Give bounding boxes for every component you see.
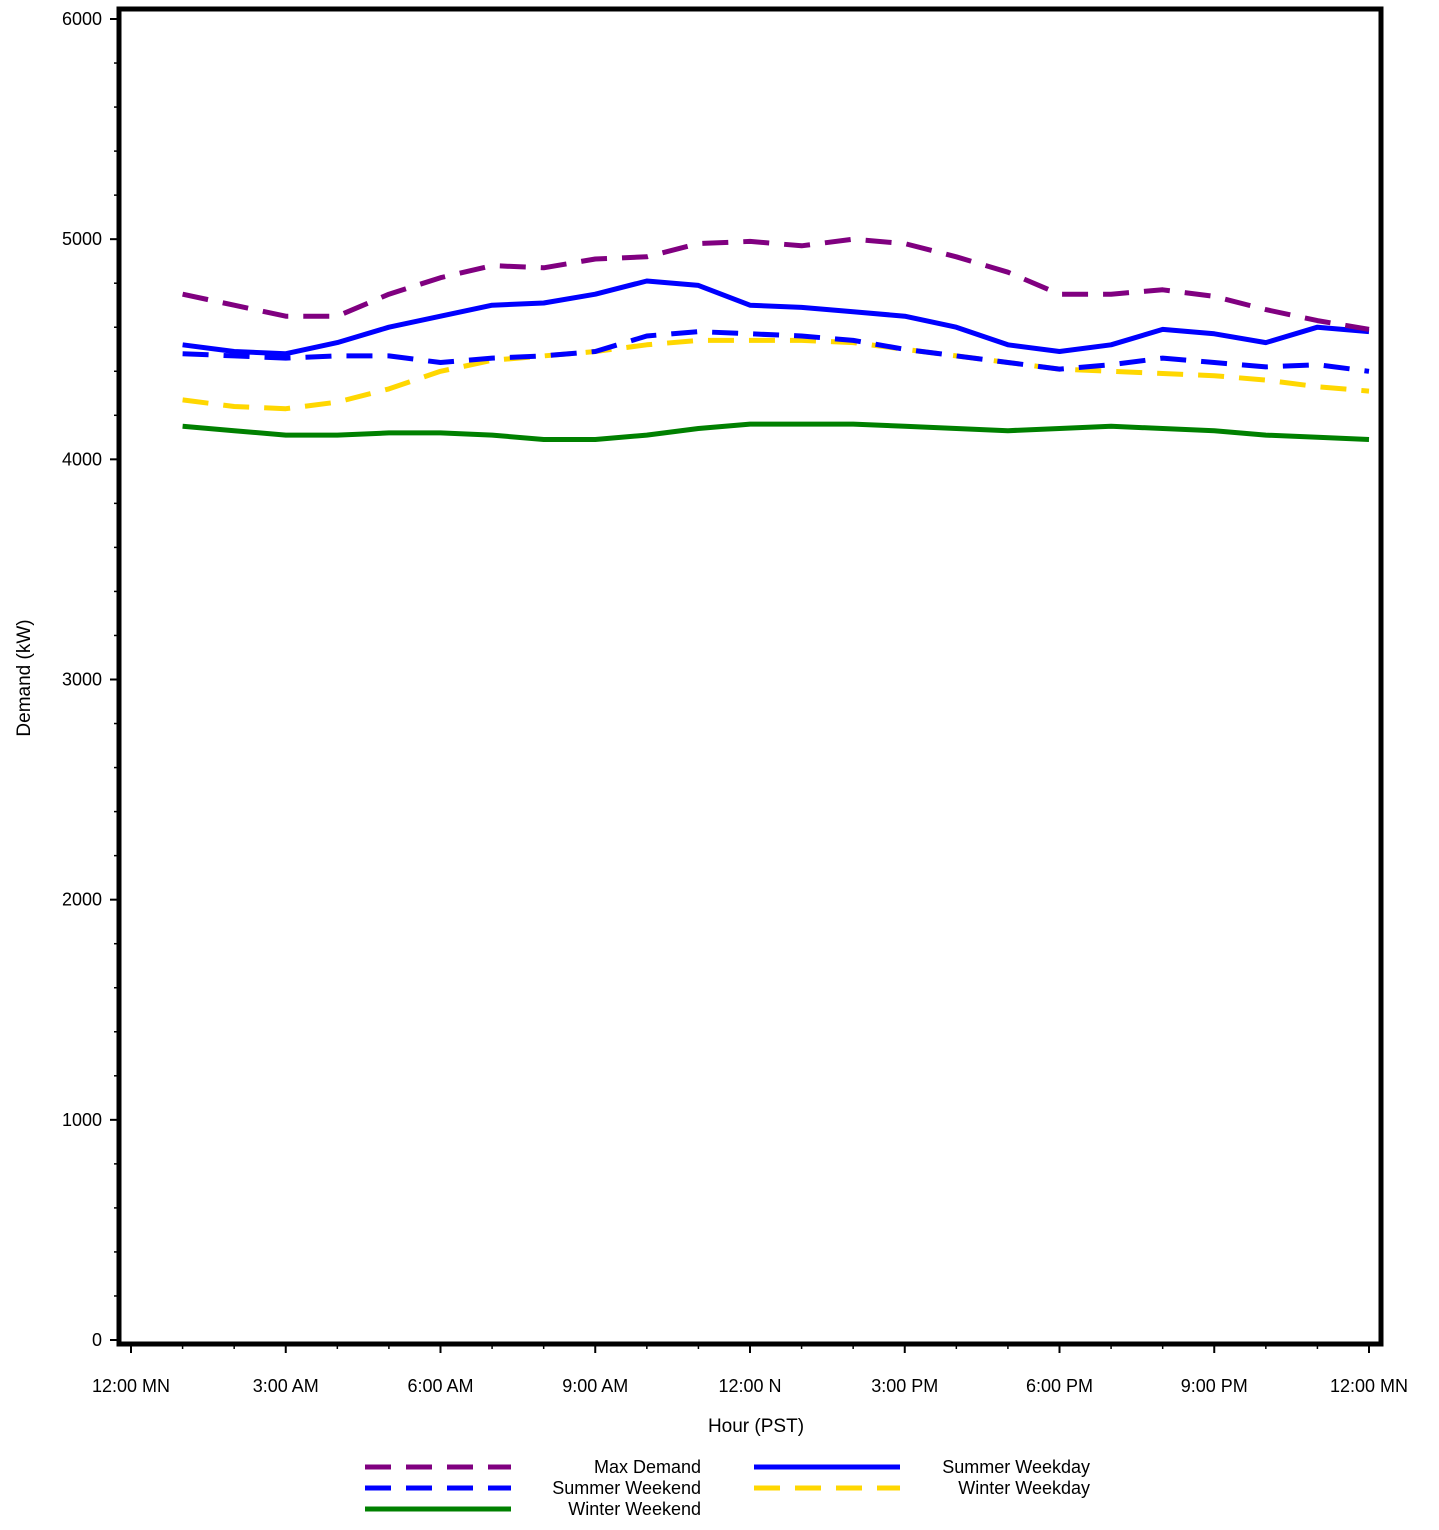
x-tick-label: 9:00 AM — [562, 1376, 628, 1396]
legend-item-max-demand: Max Demand — [365, 1457, 701, 1477]
x-tick-label: 9:00 PM — [1181, 1376, 1248, 1396]
series-line-winter-weekday — [182, 337, 1370, 412]
x-tick-label: 6:00 PM — [1026, 1376, 1093, 1396]
y-tick-label: 4000 — [62, 449, 102, 469]
y-tick-label: 6000 — [62, 9, 102, 29]
x-tick-label: 3:00 AM — [253, 1376, 319, 1396]
legend-label: Max Demand — [594, 1457, 701, 1477]
series-line-max-demand — [182, 236, 1370, 332]
legend-label: Winter Weekday — [958, 1478, 1090, 1498]
plot-frame — [116, 6, 1384, 1347]
series-layer — [182, 236, 1370, 442]
y-axis: 0 1000 2000 3000 4000 5000 6000 — [62, 9, 119, 1350]
legend-label: Summer Weekend — [552, 1478, 701, 1498]
legend-label: Summer Weekday — [942, 1457, 1090, 1477]
y-axis-title: Demand (kW) — [14, 619, 35, 736]
y-tick-label: 5000 — [62, 229, 102, 249]
legend-item-summer-weekday: Summer Weekday — [754, 1457, 1090, 1477]
x-tick-label: 12:00 MN — [1330, 1376, 1408, 1396]
x-axis: 12:00 MN 3:00 AM 6:00 AM 9:00 AM 12:00 N 3:00… — [92, 1344, 1408, 1396]
x-tick-label: 6:00 AM — [407, 1376, 473, 1396]
legend-item-winter-weekday: Winter Weekday — [754, 1478, 1090, 1498]
series-line-winter-weekend — [182, 421, 1370, 442]
legend-item-winter-weekend: Winter Weekend — [365, 1499, 701, 1519]
y-tick-label: 2000 — [62, 890, 102, 910]
legend-item-summer-weekend: Summer Weekend — [365, 1478, 701, 1498]
x-tick-label: 12:00 N — [718, 1376, 781, 1396]
legend-label: Winter Weekend — [568, 1499, 701, 1519]
x-axis-title: Hour (PST) — [708, 1416, 804, 1437]
x-tick-label: 3:00 PM — [871, 1376, 938, 1396]
series-line-summer-weekday — [182, 278, 1370, 357]
y-tick-label: 0 — [92, 1330, 102, 1350]
y-tick-label: 1000 — [62, 1110, 102, 1130]
series-line-summer-weekend — [182, 329, 1370, 374]
x-tick-label: 12:00 MN — [92, 1376, 170, 1396]
y-tick-label: 3000 — [62, 670, 102, 690]
